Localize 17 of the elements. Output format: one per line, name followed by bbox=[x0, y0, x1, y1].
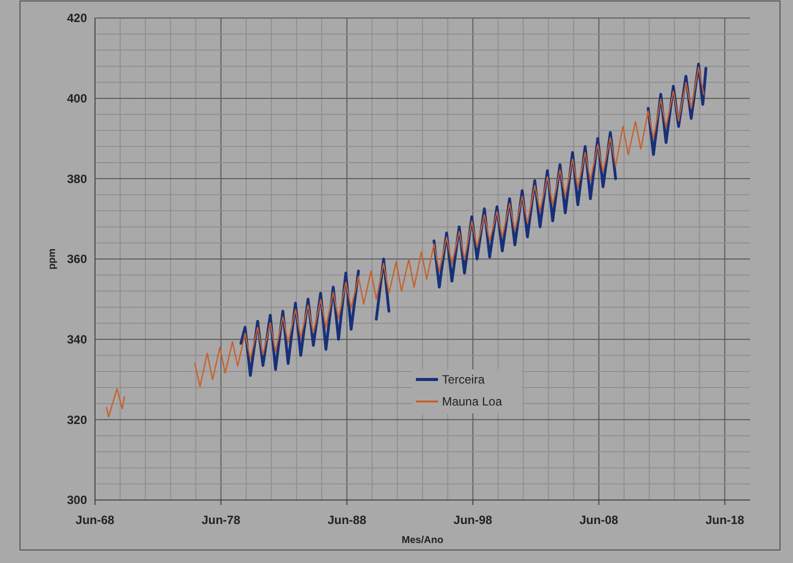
y-axis-title: ppm bbox=[47, 248, 58, 270]
y-tick-label: 420 bbox=[66, 11, 88, 26]
x-tick-label: Jun-98 bbox=[454, 513, 493, 527]
legend-label: Mauna Loa bbox=[442, 394, 502, 409]
x-tick-label: Jun-18 bbox=[705, 513, 744, 527]
y-tick-label: 300 bbox=[66, 493, 88, 508]
x-axis-title: Mes/Ano bbox=[402, 535, 444, 546]
y-tick-label: 320 bbox=[66, 412, 88, 427]
x-tick-label: Jun-68 bbox=[76, 513, 115, 527]
legend-label: Terceira bbox=[442, 372, 485, 387]
y-tick-label: 400 bbox=[66, 92, 88, 106]
x-tick-label: Jun-88 bbox=[328, 513, 367, 527]
y-tick-label: 340 bbox=[66, 332, 88, 347]
y-tick-label: 360 bbox=[66, 252, 88, 266]
x-tick-label: Jun-08 bbox=[580, 513, 619, 527]
x-tick-label: Jun-78 bbox=[202, 513, 241, 527]
y-tick-label: 380 bbox=[66, 172, 88, 186]
